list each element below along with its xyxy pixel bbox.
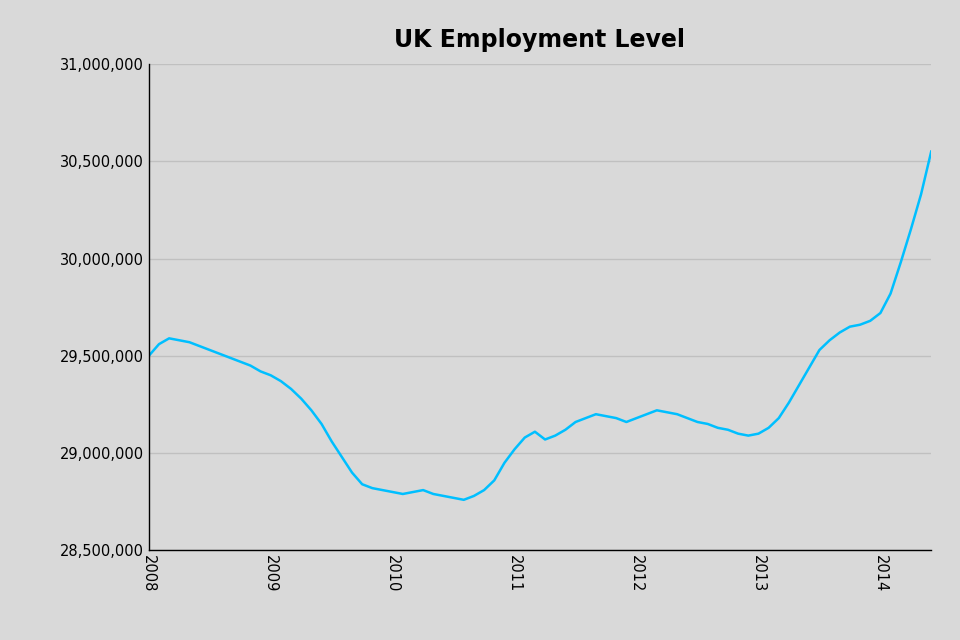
Title: UK Employment Level: UK Employment Level (395, 28, 685, 52)
